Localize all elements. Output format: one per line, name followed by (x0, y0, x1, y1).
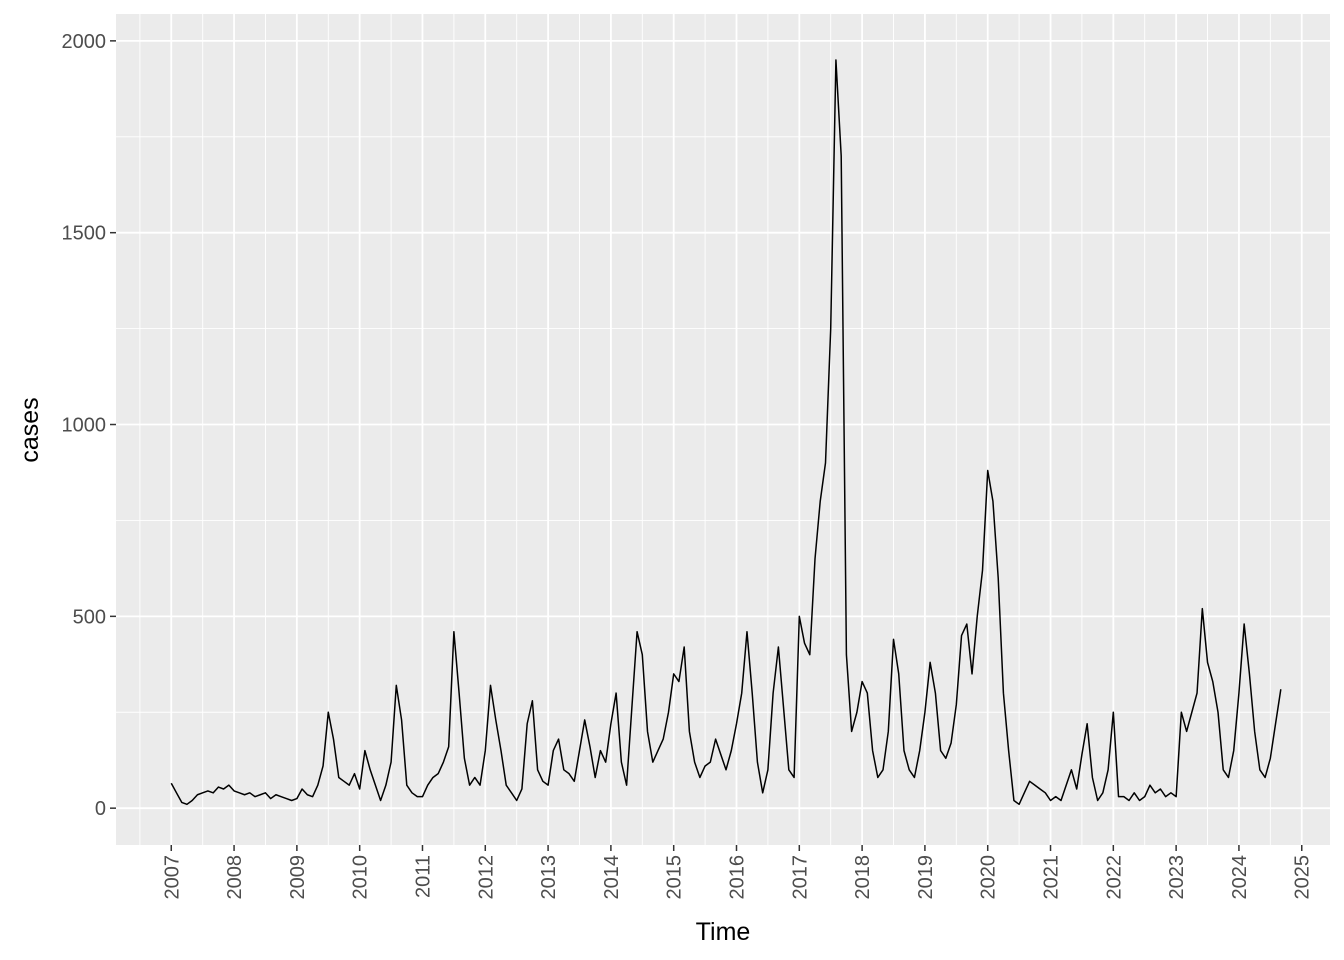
x-tick-label: 2011 (412, 855, 434, 898)
y-tick-label: 500 (73, 606, 106, 628)
x-tick-label: 2018 (852, 855, 874, 900)
x-tick-label: 2008 (224, 855, 246, 900)
plot-panel (116, 14, 1330, 845)
x-tick-label: 2017 (789, 855, 811, 900)
x-tick-label: 2015 (664, 855, 686, 900)
x-tick-label: 2021 (1041, 855, 1063, 900)
data-line (170, 59, 1282, 806)
x-tick-label: 2010 (350, 855, 372, 900)
x-axis-title: Time (696, 918, 751, 946)
x-tick-label: 2025 (1292, 855, 1314, 900)
x-tick-label: 2016 (727, 855, 749, 900)
x-tick-label: 2024 (1229, 855, 1251, 900)
y-tick-label: 2000 (62, 31, 107, 53)
axes: 0 500 1000 1500 2000 2007 2008 2009 2010 2011 2012… (62, 31, 1314, 900)
x-tick-label: 2022 (1103, 855, 1125, 900)
x-tick-label: 2012 (475, 855, 497, 900)
x-tick-label: 2023 (1166, 855, 1188, 900)
x-tick-label: 2007 (161, 855, 183, 900)
minor-grid (116, 14, 1330, 845)
series-layer (170, 59, 1282, 806)
x-tick-label: 2014 (601, 855, 623, 900)
x-tick-label: 2019 (915, 855, 937, 900)
x-tick-label: 2009 (287, 855, 309, 900)
y-axis-title: cases (16, 397, 44, 462)
x-tick-label: 2013 (538, 855, 560, 900)
y-tick-label: 0 (95, 798, 106, 820)
y-tick-label: 1500 (62, 223, 107, 245)
y-tick-label: 1000 (62, 415, 107, 437)
x-tick-label: 2020 (978, 855, 1000, 900)
